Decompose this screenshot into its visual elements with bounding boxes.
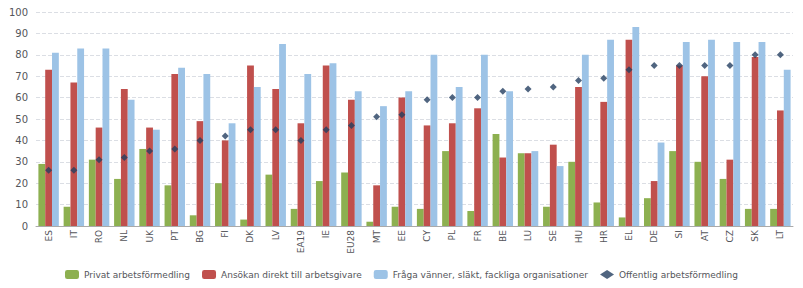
svg-text:LT: LT (775, 230, 785, 240)
svg-text:EE: EE (397, 230, 407, 242)
svg-text:BG: BG (195, 230, 205, 243)
svg-text:MT: MT (372, 230, 382, 244)
svg-text:Privat arbetsförmedling: Privat arbetsförmedling (84, 270, 190, 280)
svg-text:30: 30 (15, 156, 28, 167)
svg-text:FR: FR (473, 230, 483, 241)
svg-text:20: 20 (15, 178, 28, 189)
svg-text:RO: RO (94, 230, 104, 243)
svg-text:IT: IT (69, 230, 79, 239)
svg-text:HU: HU (574, 230, 584, 243)
svg-text:PT: PT (170, 230, 180, 241)
svg-text:SE: SE (548, 230, 558, 242)
svg-text:CZ: CZ (725, 230, 735, 242)
svg-text:DE: DE (649, 230, 659, 243)
svg-text:DK: DK (245, 229, 255, 243)
svg-text:CY: CY (422, 229, 432, 241)
svg-text:70: 70 (15, 71, 28, 82)
svg-text:10: 10 (15, 199, 28, 210)
svg-text:IE: IE (321, 230, 331, 239)
svg-text:80: 80 (15, 49, 28, 60)
svg-text:0: 0 (22, 221, 28, 232)
svg-text:Offentlig arbetsförmedling: Offentlig arbetsförmedling (619, 270, 738, 280)
svg-text:50: 50 (15, 114, 28, 125)
svg-text:EA19: EA19 (296, 230, 306, 254)
svg-text:AT: AT (700, 230, 710, 241)
svg-text:NL: NL (119, 230, 129, 242)
svg-text:HR: HR (599, 230, 609, 243)
svg-text:ES: ES (44, 230, 54, 242)
svg-text:LU: LU (523, 230, 533, 241)
svg-text:SI: SI (674, 230, 684, 238)
svg-text:90: 90 (15, 28, 28, 39)
svg-text:PL: PL (447, 230, 457, 240)
svg-text:60: 60 (15, 92, 28, 103)
svg-text:Ansökan direkt till arbetsgiva: Ansökan direkt till arbetsgivare (221, 270, 362, 280)
svg-text:EU28: EU28 (346, 230, 356, 254)
svg-text:100: 100 (9, 7, 28, 18)
svg-text:UK: UK (145, 229, 155, 243)
svg-text:Fråga vänner, släkt, fackliga: Fråga vänner, släkt, fackliga organisati… (393, 270, 589, 280)
svg-text:BE: BE (498, 230, 508, 242)
svg-text:FI: FI (220, 230, 230, 238)
svg-text:40: 40 (15, 135, 28, 146)
svg-text:LV: LV (271, 229, 281, 240)
svg-text:SK: SK (750, 229, 760, 242)
svg-text:EL: EL (624, 230, 634, 241)
